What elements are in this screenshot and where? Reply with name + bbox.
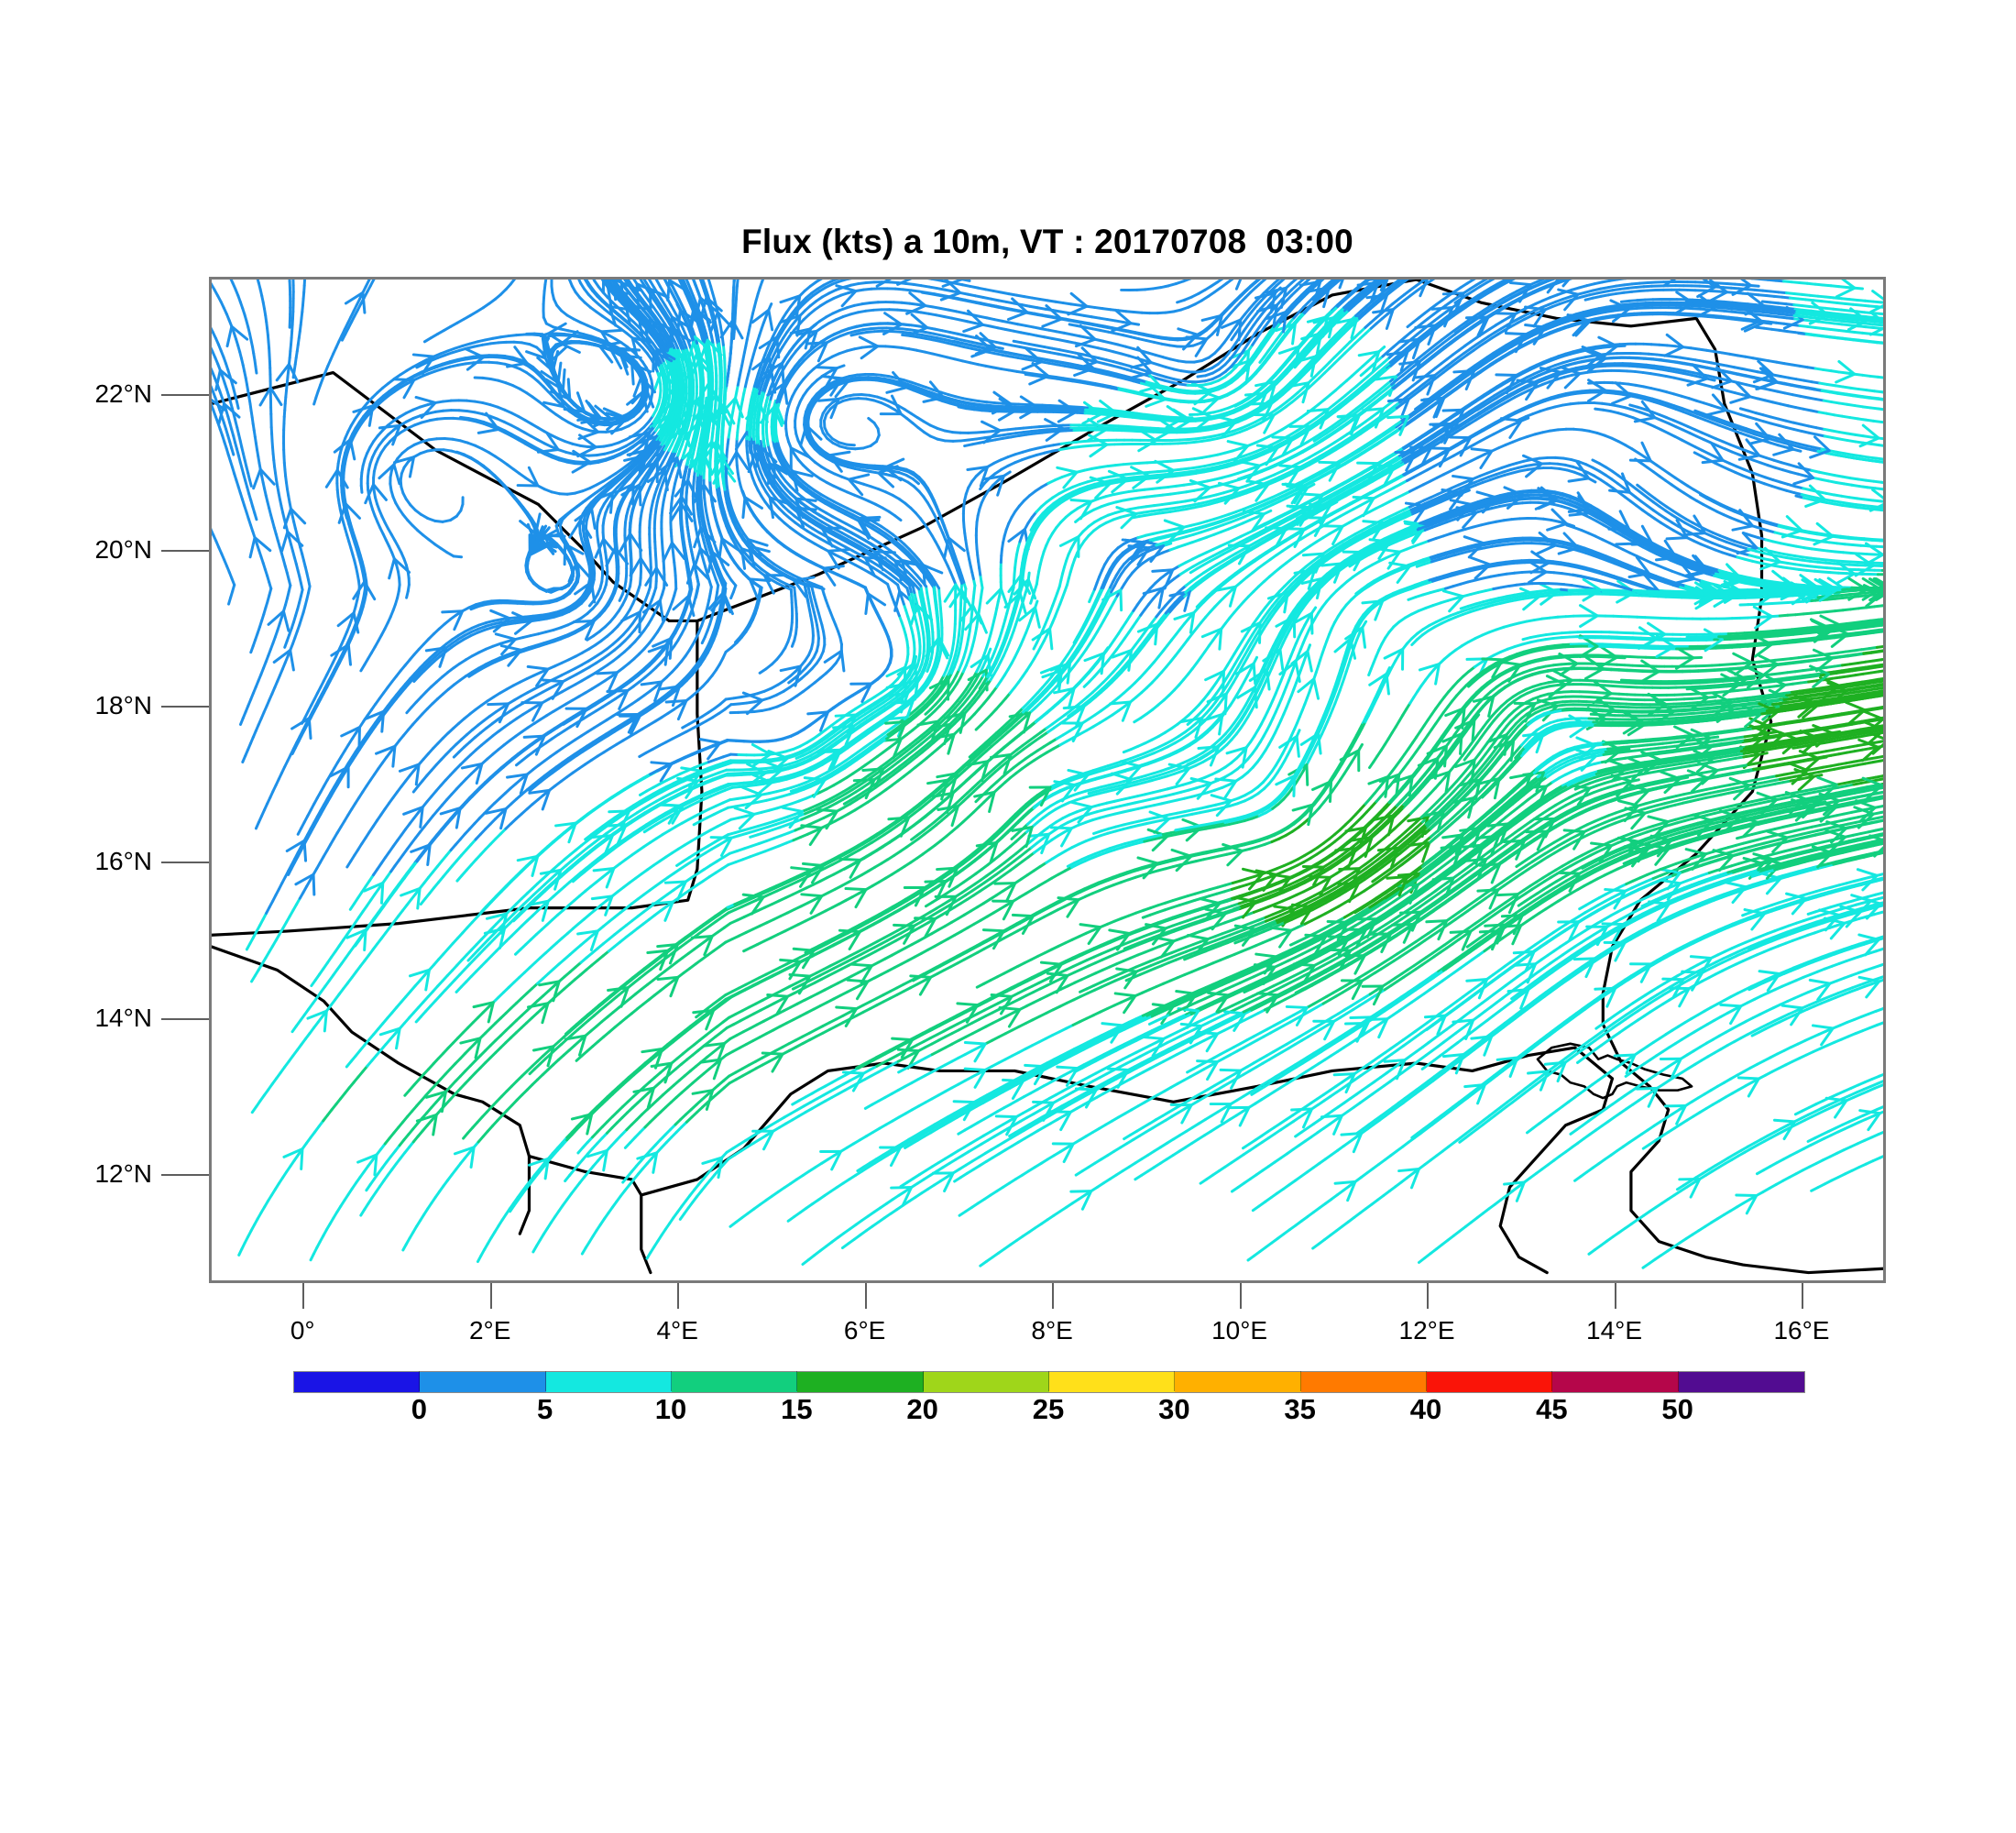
colorbar-separator <box>1426 1371 1427 1391</box>
longitude-tick-mark <box>865 1283 867 1309</box>
latitude-tick-mark <box>161 1174 209 1176</box>
longitude-tick-mark <box>302 1283 304 1309</box>
colorbar-tick-label: 50 <box>1661 1393 1693 1426</box>
longitude-tick-label: 0° <box>290 1316 315 1345</box>
colorbar-segment <box>294 1372 420 1392</box>
longitude-tick-label: 8°E <box>1031 1316 1072 1345</box>
latitude-tick-mark <box>161 394 209 396</box>
colorbar-separator <box>923 1371 924 1391</box>
colorbar-tick-label: 5 <box>537 1393 553 1426</box>
latitude-tick-label: 12°N <box>0 1159 152 1189</box>
colorbar-tick-label: 15 <box>781 1393 812 1426</box>
latitude-tick-mark <box>161 706 209 708</box>
longitude-tick-mark <box>1615 1283 1616 1309</box>
colorbar-segment <box>1301 1372 1427 1392</box>
map-plot-area <box>209 277 1886 1283</box>
colorbar-separator <box>796 1371 797 1391</box>
colorbar-segment <box>924 1372 1049 1392</box>
colorbar-separator <box>671 1371 672 1391</box>
colorbar-separator <box>545 1371 546 1391</box>
longitude-tick-mark <box>1240 1283 1242 1309</box>
colorbar-segment <box>1049 1372 1175 1392</box>
colorbar-segment <box>1679 1372 1804 1392</box>
latitude-tick-mark <box>161 550 209 552</box>
colorbar <box>293 1371 1805 1393</box>
colorbar-tick-label: 0 <box>411 1393 427 1426</box>
longitude-tick-label: 12°E <box>1399 1316 1455 1345</box>
colorbar-segment <box>546 1372 672 1392</box>
longitude-tick-mark <box>1052 1283 1054 1309</box>
colorbar-separator <box>1551 1371 1552 1391</box>
colorbar-separator <box>419 1371 420 1391</box>
latitude-tick-label: 18°N <box>0 691 152 720</box>
longitude-tick-label: 14°E <box>1586 1316 1642 1345</box>
colorbar-segment <box>1427 1372 1552 1392</box>
longitude-tick-label: 4°E <box>656 1316 697 1345</box>
streamline-field <box>212 280 1883 1268</box>
colorbar-separator <box>1048 1371 1049 1391</box>
longitude-tick-label: 2°E <box>469 1316 510 1345</box>
colorbar-segment <box>1552 1372 1678 1392</box>
longitude-tick-mark <box>677 1283 679 1309</box>
longitude-tick-mark <box>1427 1283 1429 1309</box>
chart-title: Flux (kts) a 10m, VT : 20170708 03:00 <box>209 223 1886 261</box>
colorbar-segment <box>797 1372 923 1392</box>
map-canvas <box>212 280 1883 1280</box>
latitude-tick-mark <box>161 1018 209 1020</box>
colorbar-separator <box>1678 1371 1679 1391</box>
colorbar-tick-label: 45 <box>1536 1393 1567 1426</box>
colorbar-tick-label: 10 <box>655 1393 686 1426</box>
longitude-tick-label: 10°E <box>1211 1316 1267 1345</box>
colorbar-tick-label: 35 <box>1284 1393 1315 1426</box>
colorbar-separator <box>1174 1371 1175 1391</box>
colorbar-separator <box>1300 1371 1301 1391</box>
colorbar-segment <box>1175 1372 1300 1392</box>
latitude-tick-label: 20°N <box>0 535 152 565</box>
colorbar-segment <box>672 1372 797 1392</box>
colorbar-tick-label: 20 <box>906 1393 937 1426</box>
colorbar-tick-label: 25 <box>1033 1393 1064 1426</box>
latitude-tick-label: 16°N <box>0 847 152 876</box>
colorbar-tick-label: 40 <box>1410 1393 1441 1426</box>
colorbar-tick-label: 30 <box>1158 1393 1189 1426</box>
latitude-tick-label: 22°N <box>0 379 152 409</box>
colorbar-segment <box>420 1372 545 1392</box>
longitude-tick-label: 6°E <box>844 1316 885 1345</box>
colorbar-tick-labels: 0 5 10 15 20 25 30 35 40 45 50 <box>293 1393 1803 1435</box>
latitude-tick-label: 14°N <box>0 1004 152 1033</box>
longitude-tick-mark <box>1802 1283 1803 1309</box>
longitude-tick-label: 16°E <box>1773 1316 1829 1345</box>
longitude-tick-mark <box>490 1283 492 1309</box>
latitude-tick-mark <box>161 862 209 863</box>
